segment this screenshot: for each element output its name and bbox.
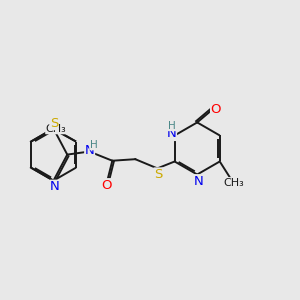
Text: S: S xyxy=(50,116,58,130)
Text: O: O xyxy=(101,179,111,192)
Text: N: N xyxy=(50,180,60,193)
Text: CH₃: CH₃ xyxy=(224,178,244,188)
Text: N: N xyxy=(167,128,176,140)
Text: H: H xyxy=(90,140,98,150)
Text: N: N xyxy=(194,175,204,188)
Text: O: O xyxy=(211,103,221,116)
Text: H: H xyxy=(168,121,176,130)
Text: CH₃: CH₃ xyxy=(46,124,67,134)
Text: S: S xyxy=(154,168,163,181)
Text: N: N xyxy=(85,144,94,158)
